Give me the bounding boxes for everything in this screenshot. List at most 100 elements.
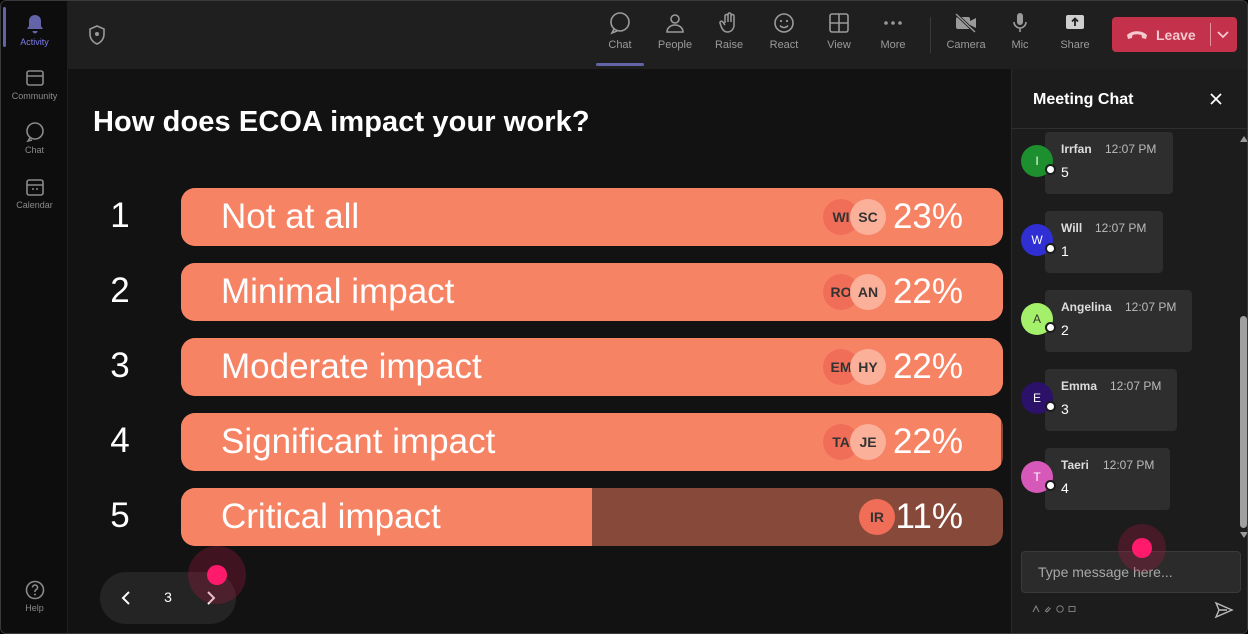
option-number: 1 [110, 196, 130, 235]
help-icon [25, 580, 44, 600]
rail-item-label: Community [11, 91, 58, 101]
scroll-down-arrow[interactable] [1240, 532, 1247, 538]
emoji-icon [774, 13, 794, 33]
chat-message: Taeri 12:07 PM 4 T [1012, 445, 1237, 510]
page-number: 3 [164, 589, 172, 605]
send-icon[interactable] [1214, 600, 1234, 620]
rail-item-calendar[interactable]: Calendar [1, 176, 68, 210]
hang-up-icon [1127, 30, 1147, 39]
option-percent: 22% [892, 422, 963, 461]
message-text: 1 [1061, 243, 1069, 259]
hand-icon [719, 12, 735, 33]
camera-off-icon [954, 12, 977, 34]
sender-name: Angelina [1061, 300, 1112, 314]
option-percent: 11% [895, 497, 963, 536]
chat-header: Meeting Chat [1012, 69, 1247, 129]
rail-item-community[interactable]: Community [1, 67, 68, 101]
toolbar-divider [930, 17, 931, 53]
toolbar-label: Camera [946, 39, 986, 51]
toolbar-camera-button[interactable]: Camera [941, 11, 991, 51]
message-time: 12:07 PM [1110, 379, 1162, 393]
toolbar-label: View [827, 39, 851, 51]
toolbar-label: Raise [714, 39, 744, 51]
chat-scrollbar[interactable] [1238, 130, 1247, 543]
rail-item-chat[interactable]: Chat [1, 121, 68, 155]
message-time: 12:07 PM [1105, 142, 1157, 156]
chat-message-list[interactable]: Irrfan 12:07 PM 5 I Will 12:07 PM 1 W An… [1012, 129, 1237, 543]
rail-item-activity[interactable]: Activity [1, 7, 68, 47]
rail-item-label: Activity [20, 37, 49, 47]
message-bubble: Taeri 12:07 PM 4 [1045, 448, 1170, 510]
presence-indicator [1045, 401, 1056, 412]
chat-message: Angelina 12:07 PM 2 A [1012, 287, 1237, 352]
scroll-up-arrow[interactable] [1240, 136, 1247, 142]
chat-message: Emma 12:07 PM 3 E [1012, 366, 1237, 431]
option-number: 5 [110, 496, 130, 535]
option-number: 3 [110, 346, 130, 385]
toolbar-label: More [880, 39, 906, 51]
presence-indicator [1045, 164, 1056, 175]
message-bubble: Angelina 12:07 PM 2 [1045, 290, 1192, 352]
share-screen-icon [1066, 15, 1084, 29]
leave-divider [1210, 23, 1211, 46]
option-number: 2 [110, 271, 130, 310]
option-label: Not at all [221, 197, 360, 236]
option-percent: 22% [892, 347, 963, 386]
mic-icon [1013, 13, 1027, 32]
rail-item-label: Chat [24, 145, 44, 155]
format-toolbar [1032, 605, 1076, 615]
toolbar-label: People [657, 39, 693, 51]
toolbar-label: Mic [1011, 39, 1029, 51]
meeting-toolbar: Chat People Raise React View More Camera [68, 1, 1247, 69]
sender-name: Irrfan [1061, 142, 1092, 156]
voter-avatar: JE [850, 424, 886, 460]
voter-avatar: SC [850, 199, 886, 235]
poll-option-bar[interactable]: Not at all WI SC 23% [181, 188, 1003, 246]
message-time: 12:07 PM [1095, 221, 1147, 235]
chat-icon [610, 12, 630, 35]
toolbar-label: Share [1060, 39, 1090, 51]
leave-button[interactable]: Leave [1112, 17, 1237, 52]
rail-item-label: Help [25, 603, 44, 613]
presence-indicator [1045, 322, 1056, 333]
option-percent: 23% [892, 197, 963, 236]
pointer-indicator [1118, 524, 1166, 572]
toolbar-raise-button[interactable]: Raise [704, 11, 754, 51]
format-text-icon[interactable] [1032, 605, 1040, 613]
emoji-icon[interactable] [1056, 605, 1064, 613]
rail-item-label: Calendar [16, 200, 53, 210]
toolbar-more-button[interactable]: More [868, 11, 918, 51]
rail-item-help[interactable]: Help [1, 579, 68, 613]
poll-option-bar[interactable]: Significant impact TA JE 22% [181, 413, 1003, 471]
people-icon [666, 14, 684, 33]
option-percent: 22% [892, 272, 963, 311]
toolbar-react-button[interactable]: React [759, 11, 809, 51]
chevron-down-icon[interactable] [1216, 28, 1230, 40]
chevron-right-icon[interactable] [201, 589, 219, 607]
chevron-left-icon[interactable] [118, 589, 136, 607]
poll-option-bar[interactable]: Critical impact IR 11% [181, 488, 1003, 546]
toolbar-label: React [769, 39, 799, 51]
scroll-thumb[interactable] [1240, 316, 1247, 528]
bell-icon [26, 15, 43, 34]
option-label: Minimal impact [221, 272, 455, 311]
chat-message: Will 12:07 PM 1 W [1012, 208, 1237, 273]
close-icon[interactable] [1209, 92, 1223, 106]
poll-option-bar[interactable]: Minimal impact RO AN 22% [181, 263, 1003, 321]
app-rail: Activity Community Chat Calendar Help [1, 1, 68, 633]
presence-indicator [1045, 243, 1056, 254]
toolbar-people-button[interactable]: People [650, 11, 700, 51]
attach-icon[interactable] [1044, 605, 1052, 613]
toolbar-share-button[interactable]: Share [1050, 11, 1100, 51]
message-time: 12:07 PM [1103, 458, 1155, 472]
grid-icon [829, 13, 849, 33]
gif-icon[interactable] [1068, 605, 1076, 613]
chat-message-input[interactable] [1021, 551, 1241, 593]
toolbar-chat-button[interactable]: Chat [595, 11, 645, 66]
poll-option-bar[interactable]: Moderate impact EM HY 22% [181, 338, 1003, 396]
toolbar-label: Chat [608, 39, 632, 51]
toolbar-view-button[interactable]: View [814, 11, 864, 51]
message-bubble: Will 12:07 PM 1 [1045, 211, 1163, 273]
message-text: 4 [1061, 480, 1069, 496]
toolbar-mic-button[interactable]: Mic [995, 11, 1045, 51]
